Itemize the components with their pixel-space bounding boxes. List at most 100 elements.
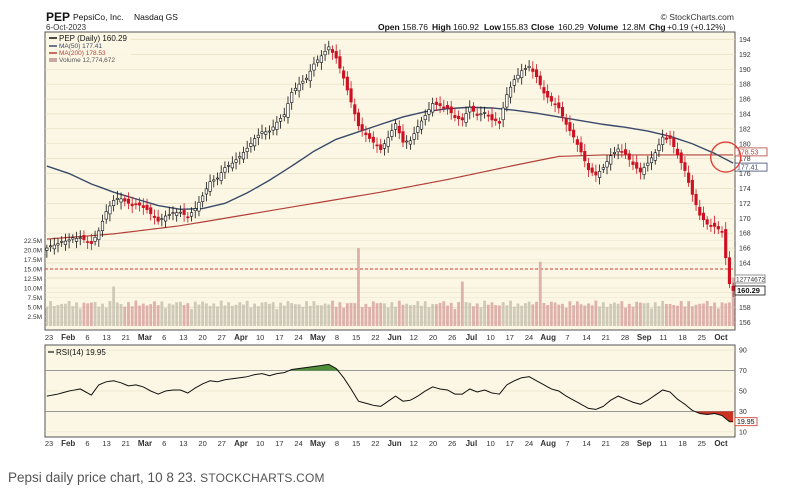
volume-bar <box>687 301 691 326</box>
candle-body <box>668 135 672 139</box>
candle-body <box>616 148 620 153</box>
candlesticks <box>45 40 735 297</box>
candle-body <box>141 205 145 208</box>
chart-header: PEP PepsiCo, Inc. Nasdaq GS 6-Oct-2023 O… <box>46 10 734 32</box>
volume-bar <box>342 307 346 326</box>
chg-value: +0.19 (+0.12%) <box>667 22 726 32</box>
x-tick-label: 17 <box>506 439 514 448</box>
volume-bar <box>624 307 627 326</box>
candle-body <box>601 167 605 170</box>
x-tick-label: Apr <box>234 333 248 342</box>
candle-body <box>661 136 665 145</box>
x-tick-label: 7 <box>565 439 569 448</box>
open-value: 158.76 <box>402 22 428 32</box>
volume-bar <box>453 308 457 326</box>
volume-bar <box>86 303 90 326</box>
candle-body <box>342 70 346 79</box>
x-tick-label: 24 <box>294 439 302 448</box>
volume-bar <box>149 304 153 326</box>
volume-bar <box>650 308 653 326</box>
volume-bar <box>653 302 657 326</box>
volume-bar <box>397 300 401 326</box>
volume-bar <box>368 307 372 326</box>
volume-bar <box>275 308 279 326</box>
volume-bar <box>575 301 579 326</box>
volume-tick-label: 2.5M <box>28 314 42 321</box>
candle-body <box>568 122 572 132</box>
volume-bar <box>293 304 297 326</box>
candle-body <box>679 152 683 164</box>
volume-bar <box>434 304 438 326</box>
volume-bar <box>197 304 201 326</box>
volume-bar <box>394 306 397 326</box>
volume-bar <box>386 307 390 326</box>
volume-bar <box>527 301 531 326</box>
legend-background <box>47 34 131 66</box>
volume-bar <box>449 302 453 326</box>
volume-bar <box>78 308 82 326</box>
ma50-legend-text: MA(50) 177.41 <box>59 43 102 50</box>
candle-body <box>442 106 446 109</box>
candle-body <box>649 157 654 164</box>
volume-bar <box>587 303 590 326</box>
volume-bar <box>167 303 171 326</box>
candle-body <box>312 63 316 71</box>
x-tick-label: 15 <box>352 439 360 448</box>
company-name: PepsiCo, Inc. <box>73 12 124 22</box>
volume-bar <box>520 305 524 326</box>
volume-bar <box>45 306 49 326</box>
close-tag-text: 160.29 <box>737 286 760 295</box>
volume-bar <box>212 303 216 326</box>
candle-body <box>182 210 186 215</box>
x-tick-label: 28 <box>621 439 629 448</box>
x-tick-label: Feb <box>61 439 75 448</box>
candle-body <box>215 177 220 180</box>
x-tick-label: 10 <box>486 439 494 448</box>
volume-bar <box>601 302 605 326</box>
volume-bar <box>512 306 516 326</box>
x-tick-label: 6 <box>162 333 166 342</box>
volume-bar <box>364 303 368 326</box>
volume-bar <box>657 306 661 326</box>
volume-bar <box>438 302 442 326</box>
x-tick-label: 8 <box>335 333 339 342</box>
candle-body <box>438 103 442 107</box>
volume-label: Volume <box>588 22 618 32</box>
ma50-tag: 177.41 <box>734 162 768 172</box>
x-tick-label: 23 <box>45 439 53 448</box>
volume-bar <box>115 302 119 326</box>
candle-body <box>594 171 598 176</box>
stock-chart: PEP PepsiCo, Inc. Nasdaq GS 6-Oct-2023 O… <box>24 10 768 448</box>
rsi-tag-text: 19.95 <box>737 419 755 426</box>
volume-bar <box>627 303 631 326</box>
price-tick-label: 188 <box>739 82 751 89</box>
volume-bar <box>164 308 167 326</box>
volume-bar <box>71 306 75 326</box>
candle-body <box>375 144 379 147</box>
volume-bar <box>282 305 286 326</box>
volume-bar <box>549 301 553 326</box>
volume-bar <box>63 303 67 326</box>
volume-bar <box>664 303 668 326</box>
volume-bar <box>93 301 97 326</box>
candle-body <box>553 103 557 106</box>
candle-body <box>171 212 175 214</box>
volume-bar <box>509 300 512 326</box>
candle-body <box>427 109 431 115</box>
candle-body <box>193 208 197 212</box>
x-tick-label: 17 <box>275 333 283 342</box>
candle-body <box>564 118 568 125</box>
volume-bar <box>531 304 535 326</box>
volume-bar <box>308 305 312 326</box>
candle-body <box>623 149 628 155</box>
candle-body <box>145 204 149 210</box>
candle-body <box>160 218 164 220</box>
volume-bar <box>156 305 160 326</box>
volume-tick-label: 5.0M <box>28 305 42 312</box>
candle-body <box>316 59 320 63</box>
volume-bar <box>193 301 197 326</box>
candle-body <box>705 219 709 225</box>
x-tick-label: 12 <box>410 439 418 448</box>
candle-body <box>186 216 190 219</box>
volume-bar <box>620 301 624 326</box>
